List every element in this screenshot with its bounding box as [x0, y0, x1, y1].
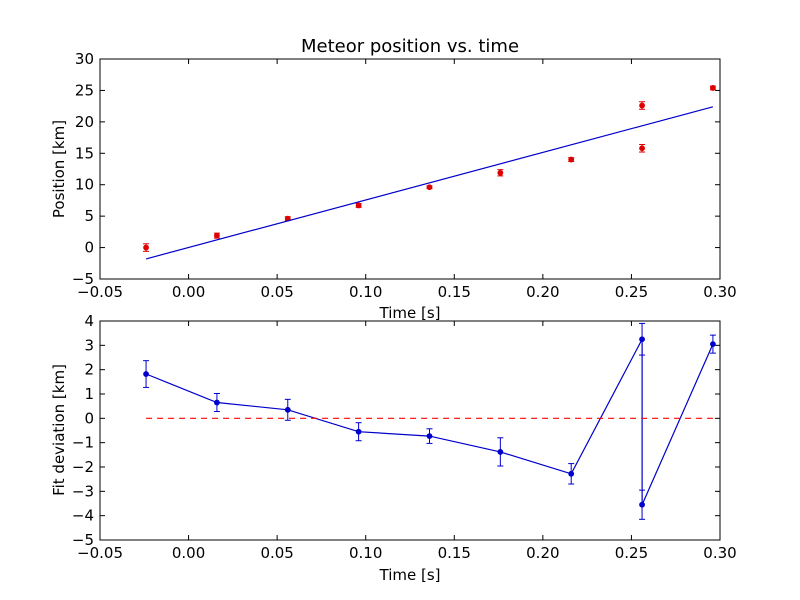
y-tick-label: 15 — [75, 144, 94, 162]
y-tick-label: 10 — [75, 176, 94, 194]
y-tick-label: 4 — [84, 312, 94, 330]
data-point — [143, 371, 149, 377]
x-tick-label: 0.10 — [349, 283, 382, 301]
y-tick-label: −3 — [72, 482, 94, 500]
x-tick-label: 0.20 — [526, 283, 559, 301]
chart-title: Meteor position vs. time — [301, 36, 519, 57]
x-tick-label: 0.00 — [172, 544, 205, 562]
data-point — [426, 184, 433, 191]
x-tick-label: 0.00 — [172, 283, 205, 301]
position-plot: Meteor position vs. time Time [s] Positi… — [50, 36, 737, 322]
x-tick-label: 0.25 — [615, 544, 648, 562]
data-point — [568, 156, 575, 163]
y-tick-label: 30 — [75, 50, 94, 68]
y-axis-label: Position [km] — [50, 120, 68, 218]
y-axis-label: Fit deviation [km] — [50, 364, 68, 496]
x-tick-label: 0.20 — [526, 544, 559, 562]
data-point — [639, 102, 645, 109]
y-tick-label: −5 — [72, 270, 94, 288]
y-tick-label: 20 — [75, 113, 94, 131]
x-tick-label: 0.30 — [703, 544, 736, 562]
y-tick-label: 25 — [75, 81, 94, 99]
y-tick-label: 0 — [84, 409, 94, 427]
data-point — [497, 449, 504, 455]
tick-group: −0.05 0.00 0.05 0.10 0.15 0.20 0.25 0.30 −5 0 5 10 1… — [72, 50, 737, 301]
x-tick-label: 0.15 — [438, 544, 471, 562]
x-tick-label: 0.30 — [703, 283, 736, 301]
series-line — [145, 106, 714, 260]
y-tick-label: −4 — [72, 507, 94, 525]
data-marks — [143, 85, 716, 260]
data-marks — [143, 322, 716, 520]
x-tick-label: −0.05 — [77, 283, 123, 301]
data-point — [214, 232, 220, 239]
data-point — [568, 470, 575, 477]
y-tick-label: 0 — [84, 239, 94, 257]
data-point — [355, 202, 362, 209]
data-point — [639, 501, 645, 508]
data-point — [497, 169, 504, 176]
y-tick-label: −1 — [72, 434, 94, 452]
x-tick-label: −0.05 — [77, 544, 123, 562]
x-axis-label: Time [s] — [379, 304, 441, 322]
x-tick-label: 0.05 — [260, 283, 293, 301]
fit-deviation-plot: Time [s] Fit deviation [km] −0.05 0.00 0.0… — [50, 312, 737, 584]
data-point — [639, 145, 645, 152]
data-point — [143, 244, 149, 251]
series-line — [145, 339, 714, 505]
y-tick-label: −5 — [72, 531, 94, 549]
data-point — [214, 399, 220, 406]
tick-group: −0.05 0.00 0.05 0.10 0.15 0.20 0.25 0.30 −5 −4 −3 −… — [72, 312, 737, 562]
data-point — [284, 406, 291, 413]
data-point — [639, 336, 645, 343]
x-tick-label: 0.25 — [615, 283, 648, 301]
y-tick-label: 3 — [84, 336, 94, 354]
x-tick-label: 0.10 — [349, 544, 382, 562]
y-tick-label: −2 — [72, 458, 94, 476]
data-point — [710, 85, 716, 91]
y-tick-label: 1 — [84, 385, 94, 403]
data-point — [426, 433, 433, 439]
y-tick-label: 5 — [84, 207, 94, 225]
plot-frame — [99, 58, 721, 280]
x-tick-label: 0.15 — [438, 283, 471, 301]
x-axis-label: Time [s] — [379, 566, 441, 584]
data-point — [355, 428, 362, 435]
data-point — [710, 341, 716, 348]
plot-frame — [99, 320, 721, 541]
x-tick-label: 0.05 — [260, 544, 293, 562]
y-tick-label: 2 — [84, 361, 94, 379]
